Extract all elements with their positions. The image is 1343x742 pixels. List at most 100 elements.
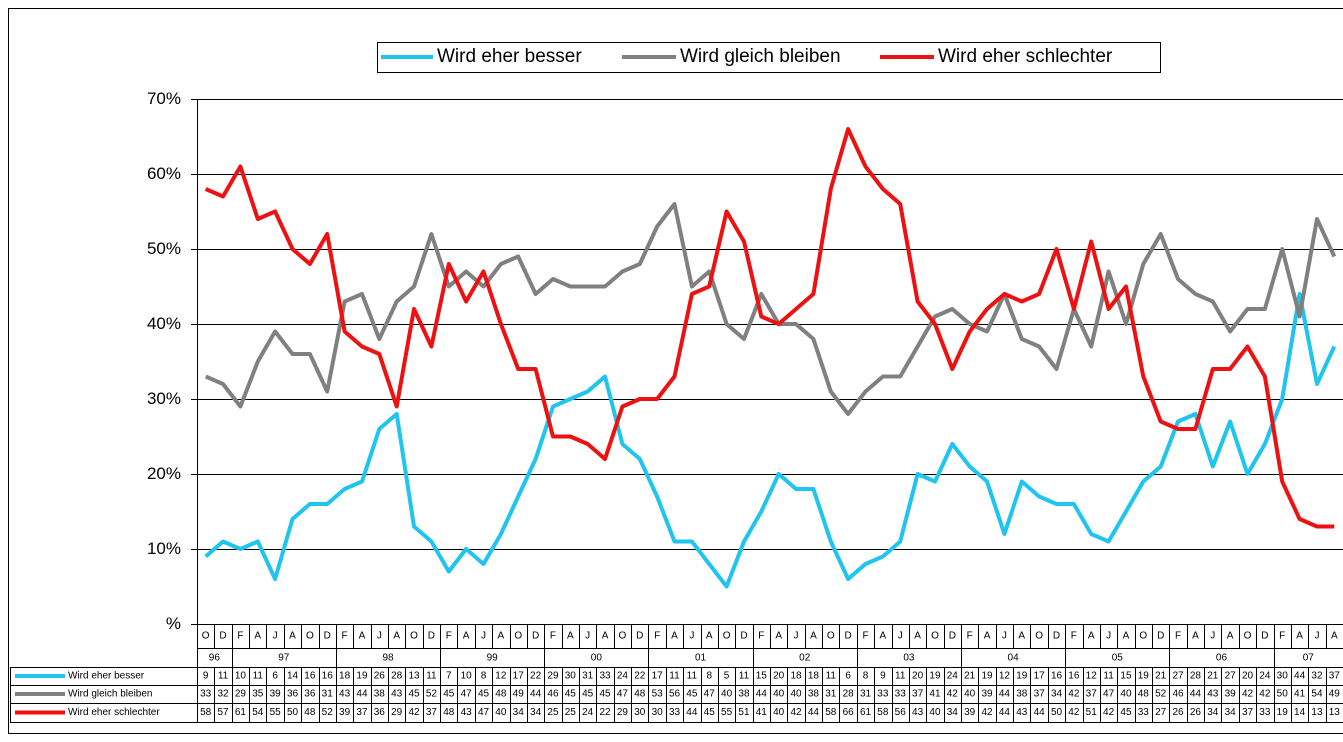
x-tick-label: F: [550, 631, 556, 642]
x-tick-label: A: [1123, 631, 1130, 642]
table-value: 11: [253, 671, 264, 682]
table-value: 20: [1242, 671, 1254, 682]
table-value: 41: [756, 707, 768, 718]
y-tick-label: 60%: [147, 164, 181, 183]
table-value: 49: [513, 689, 525, 700]
table-value: 58: [825, 707, 837, 718]
x-tick-label: D: [740, 631, 747, 642]
table-value: 12: [999, 671, 1011, 682]
x-tick-label: A: [984, 631, 991, 642]
table-value: 16: [322, 671, 334, 682]
x-tick-label: J: [377, 631, 382, 642]
table-value: 37: [356, 707, 368, 718]
table-value: 22: [634, 671, 646, 682]
table-value: 45: [1120, 707, 1132, 718]
table-value: 42: [1103, 707, 1115, 718]
table-value: 35: [252, 689, 264, 700]
year-label: 99: [487, 653, 499, 664]
table-value: 44: [756, 689, 768, 700]
table-value: 8: [863, 671, 869, 682]
table-value: 29: [391, 707, 403, 718]
table-value: 34: [530, 707, 542, 718]
table-value: 17: [1034, 671, 1046, 682]
x-tick-label: J: [794, 631, 799, 642]
table-value: 34: [1051, 689, 1063, 700]
table-value: 37: [1086, 689, 1098, 700]
x-tick-label: A: [567, 631, 574, 642]
x-tick-label: D: [428, 631, 435, 642]
table-value: 19: [981, 671, 993, 682]
table-value: 45: [686, 689, 698, 700]
table-value: 17: [513, 671, 525, 682]
table-value: 31: [322, 689, 334, 700]
year-label: 00: [591, 653, 603, 664]
x-tick-label: D: [949, 631, 956, 642]
table-value: 42: [1068, 707, 1080, 718]
x-tick-label: D: [1261, 631, 1268, 642]
table-value: 29: [235, 689, 247, 700]
x-tick-label: D: [1053, 631, 1060, 642]
x-tick-label: A: [1018, 631, 1025, 642]
table-value: 38: [738, 689, 750, 700]
table-value: 39: [981, 689, 993, 700]
table-value: 45: [582, 689, 594, 700]
table-value: 19: [1277, 707, 1289, 718]
table-value: 11: [1103, 671, 1114, 682]
table-value: 14: [287, 671, 299, 682]
table-value: 43: [391, 689, 403, 700]
table-value: 41: [929, 689, 941, 700]
year-label: 07: [1303, 653, 1315, 664]
table-value: 39: [270, 689, 282, 700]
table-value: 47: [617, 689, 629, 700]
x-tick-label: O: [827, 631, 835, 642]
table-value: 33: [200, 689, 212, 700]
table-value: 42: [408, 707, 420, 718]
x-tick-label: J: [1106, 631, 1111, 642]
table-value: 48: [443, 707, 455, 718]
table-value: 43: [1016, 707, 1028, 718]
series-line: [204, 202, 1337, 416]
x-tick-label: A: [775, 631, 782, 642]
table-value: 61: [235, 707, 247, 718]
table-value: 58: [877, 707, 889, 718]
year-label: 96: [209, 653, 221, 664]
table-value: 31: [582, 671, 594, 682]
table-value: 42: [1242, 689, 1254, 700]
x-tick-label: O: [514, 631, 522, 642]
table-value: 11: [218, 671, 229, 682]
x-tick-label: A: [1227, 631, 1234, 642]
table-value: 44: [530, 689, 542, 700]
table-value: 43: [912, 707, 924, 718]
table-value: 49: [1329, 689, 1341, 700]
table-value: 20: [912, 671, 924, 682]
x-tick-label: F: [1175, 631, 1181, 642]
x-tick-label: F: [862, 631, 868, 642]
table-value: 31: [860, 689, 872, 700]
table-value: 66: [843, 707, 855, 718]
table-value: 27: [1225, 671, 1237, 682]
x-tick-label: O: [410, 631, 418, 642]
table-value: 48: [1138, 689, 1150, 700]
x-tick-label: A: [602, 631, 609, 642]
table-value: 26: [1190, 707, 1202, 718]
x-tick-label: A: [810, 631, 817, 642]
table-value: 33: [1259, 707, 1271, 718]
table-value: 6: [272, 671, 278, 682]
legend-label: Wird eher schlechter: [938, 46, 1113, 67]
table-value: 44: [356, 689, 368, 700]
table-value: 48: [634, 689, 646, 700]
x-tick-label: F: [1279, 631, 1285, 642]
table-value: 53: [652, 689, 664, 700]
x-tick-label: A: [359, 631, 366, 642]
y-tick-label: 70%: [147, 89, 181, 108]
table-value: 13: [1311, 707, 1323, 718]
x-tick-label: D: [1157, 631, 1164, 642]
x-tick-label: A: [1296, 631, 1303, 642]
table-value: 42: [1259, 689, 1271, 700]
table-value: 24: [947, 671, 959, 682]
x-tick-label: A: [254, 631, 261, 642]
table-value: 8: [706, 671, 712, 682]
table-value: 32: [1311, 671, 1323, 682]
table-value: 37: [1242, 707, 1254, 718]
table-value: 15: [1120, 671, 1132, 682]
